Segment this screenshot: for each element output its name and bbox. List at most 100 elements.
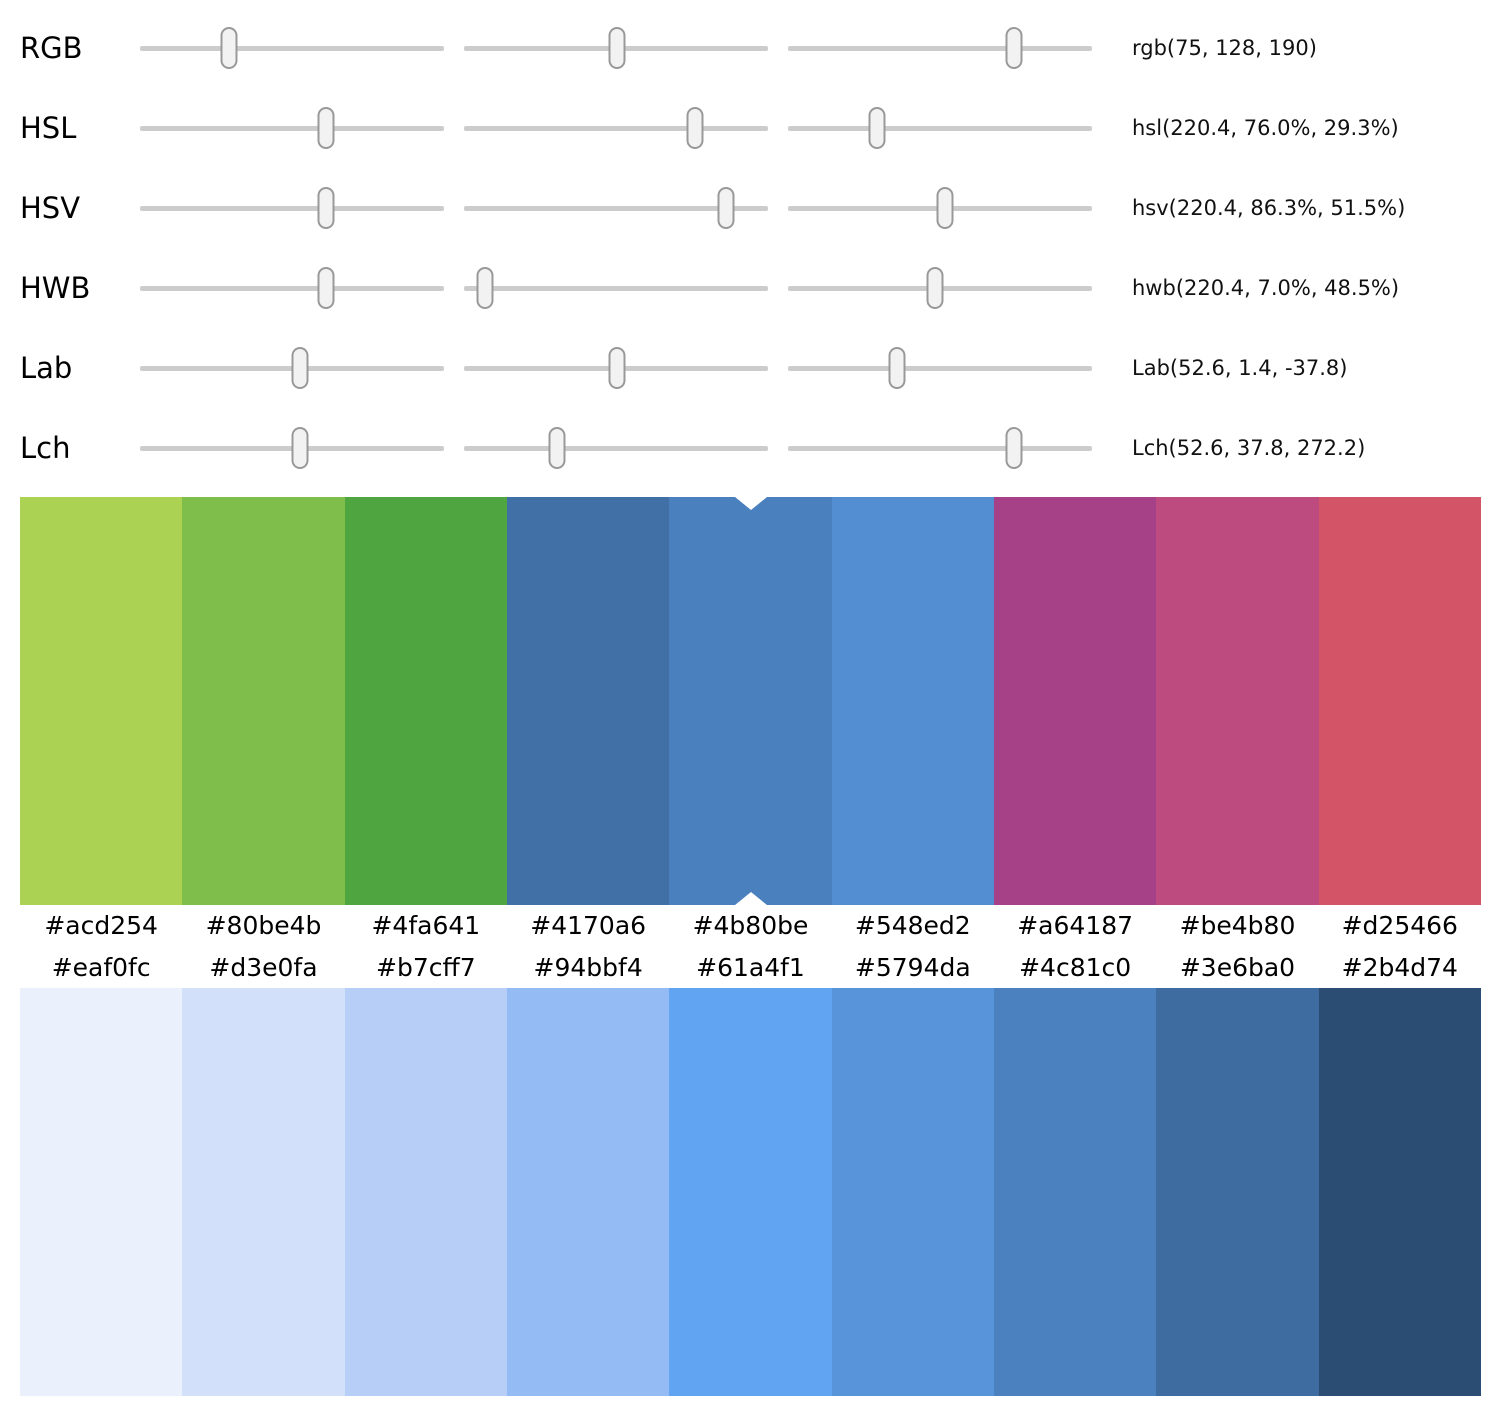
slider-hsl-channel-3[interactable] — [788, 88, 1092, 168]
slider-track[interactable] — [788, 365, 1092, 371]
slider-row-label: HWB — [20, 271, 91, 305]
swatch-hex-label: #94bbf4 — [533, 952, 643, 982]
slider-thumb[interactable] — [476, 267, 494, 309]
slider-hsv-channel-1[interactable] — [140, 168, 444, 248]
palette-swatch[interactable] — [506, 497, 670, 905]
slider-thumb[interactable] — [1005, 427, 1023, 469]
palette-swatch[interactable] — [1318, 988, 1481, 1396]
swatch-hex-label: #eaf0fc — [51, 952, 151, 982]
slider-hsv-channel-2[interactable] — [464, 168, 768, 248]
color-value-text: rgb(75, 128, 190) — [1132, 36, 1317, 60]
selected-swatch-notch-bottom — [734, 892, 767, 905]
slider-thumb[interactable] — [608, 347, 626, 389]
slider-thumb[interactable] — [608, 27, 626, 69]
slider-row-label: Lch — [20, 431, 71, 465]
palette-swatch[interactable] — [20, 988, 183, 1396]
palette-swatch[interactable] — [344, 988, 507, 1396]
slider-track[interactable] — [140, 205, 444, 211]
slider-row-hwb: HWB hwb(220.4, 7.0%, 48.5%) — [0, 248, 1501, 328]
slider-track[interactable] — [464, 205, 768, 211]
swatch-hex-label: #61a4f1 — [696, 952, 805, 982]
slider-hwb-channel-3[interactable] — [788, 248, 1092, 328]
slider-hwb-channel-2[interactable] — [464, 248, 768, 328]
slider-row-hsl: HSL hsl(220.4, 76.0%, 29.3%) — [0, 88, 1501, 168]
palette-swatch[interactable] — [182, 988, 345, 1396]
slider-track[interactable] — [788, 125, 1092, 131]
slider-thumb[interactable] — [317, 267, 335, 309]
slider-row-label: HSV — [20, 191, 81, 225]
palette-swatch[interactable] — [669, 988, 832, 1396]
slider-lab-channel-3[interactable] — [788, 328, 1092, 408]
slider-thumb[interactable] — [926, 267, 944, 309]
slider-hsl-channel-1[interactable] — [140, 88, 444, 168]
slider-rgb-channel-2[interactable] — [464, 8, 768, 88]
palette-swatch[interactable] — [1156, 497, 1319, 905]
slider-thumb[interactable] — [291, 347, 309, 389]
slider-lab-channel-2[interactable] — [464, 328, 768, 408]
swatch-hex-label: #a64187 — [1017, 911, 1134, 940]
slider-track[interactable] — [464, 445, 768, 451]
slider-thumb[interactable] — [717, 187, 735, 229]
slider-track[interactable] — [464, 285, 768, 291]
slider-track[interactable] — [788, 45, 1092, 51]
swatch-hex-label: #acd254 — [44, 911, 158, 940]
slider-track[interactable] — [140, 285, 444, 291]
slider-thumb[interactable] — [548, 427, 566, 469]
palette-swatch[interactable] — [831, 988, 994, 1396]
slider-lch-channel-1[interactable] — [140, 408, 444, 488]
slider-thumb[interactable] — [868, 107, 886, 149]
slider-row-label: RGB — [20, 31, 83, 65]
color-value-text: hwb(220.4, 7.0%, 48.5%) — [1132, 276, 1400, 300]
palette-swatch[interactable] — [506, 988, 670, 1396]
palette-swatch[interactable] — [344, 497, 507, 905]
swatch-hex-label: #548ed2 — [854, 911, 971, 940]
slider-hwb-channel-1[interactable] — [140, 248, 444, 328]
hue-palette — [20, 497, 1481, 905]
slider-thumb[interactable] — [686, 107, 704, 149]
palette-swatch[interactable] — [831, 497, 994, 905]
swatch-hex-label: #d3e0fa — [209, 952, 318, 982]
slider-lch-channel-3[interactable] — [788, 408, 1092, 488]
slider-thumb[interactable] — [936, 187, 954, 229]
slider-row-rgb: RGB rgb(75, 128, 190) — [0, 8, 1501, 88]
swatch-hex-label: #80be4b — [205, 911, 322, 940]
swatch-hex-label: #4b80be — [692, 911, 809, 940]
slider-thumb[interactable] — [220, 27, 238, 69]
slider-track[interactable] — [464, 125, 768, 131]
slider-thumb[interactable] — [888, 347, 906, 389]
slider-thumb[interactable] — [317, 187, 335, 229]
swatch-hex-label: #4c81c0 — [1019, 952, 1132, 982]
swatch-hex-label: #d25466 — [1341, 911, 1458, 940]
slider-track[interactable] — [140, 125, 444, 131]
tint-shade-palette — [20, 988, 1481, 1396]
color-value-text: Lab(52.6, 1.4, -37.8) — [1132, 356, 1348, 380]
slider-rgb-channel-3[interactable] — [788, 8, 1092, 88]
selected-swatch-notch-top — [734, 497, 767, 510]
slider-track[interactable] — [140, 45, 444, 51]
hue-palette-hex-labels: #acd254 #80be4b #4fa641 #4170a6 #4b80be #548e… — [20, 905, 1481, 946]
palette-swatch[interactable] — [1156, 988, 1319, 1396]
slider-row-lch: Lch Lch(52.6, 37.8, 272.2) — [0, 408, 1501, 488]
slider-lab-channel-1[interactable] — [140, 328, 444, 408]
palette-swatch[interactable] — [993, 988, 1157, 1396]
swatch-hex-label: #4170a6 — [530, 911, 647, 940]
slider-thumb[interactable] — [317, 107, 335, 149]
slider-section: RGB rgb(75, 128, 190) HSL hsl(220.4, 76.0%,… — [0, 0, 1501, 488]
shade-palette-hex-labels: #eaf0fc #d3e0fa #b7cff7 #94bbf4 #61a4f1 #5794… — [20, 946, 1481, 988]
palette-swatch[interactable] — [182, 497, 345, 905]
slider-row-hsv: HSV hsv(220.4, 86.3%, 51.5%) — [0, 168, 1501, 248]
swatch-hex-label: #be4b80 — [1179, 911, 1296, 940]
slider-hsl-channel-2[interactable] — [464, 88, 768, 168]
slider-track[interactable] — [788, 445, 1092, 451]
palette-swatch[interactable] — [993, 497, 1157, 905]
slider-hsv-channel-3[interactable] — [788, 168, 1092, 248]
slider-thumb[interactable] — [1005, 27, 1023, 69]
slider-thumb[interactable] — [291, 427, 309, 469]
swatch-hex-label: #3e6ba0 — [1179, 952, 1296, 982]
palette-swatch[interactable] — [669, 497, 832, 905]
slider-lch-channel-2[interactable] — [464, 408, 768, 488]
slider-rgb-channel-1[interactable] — [140, 8, 444, 88]
palette-swatch[interactable] — [1318, 497, 1481, 905]
palette-swatch[interactable] — [20, 497, 183, 905]
